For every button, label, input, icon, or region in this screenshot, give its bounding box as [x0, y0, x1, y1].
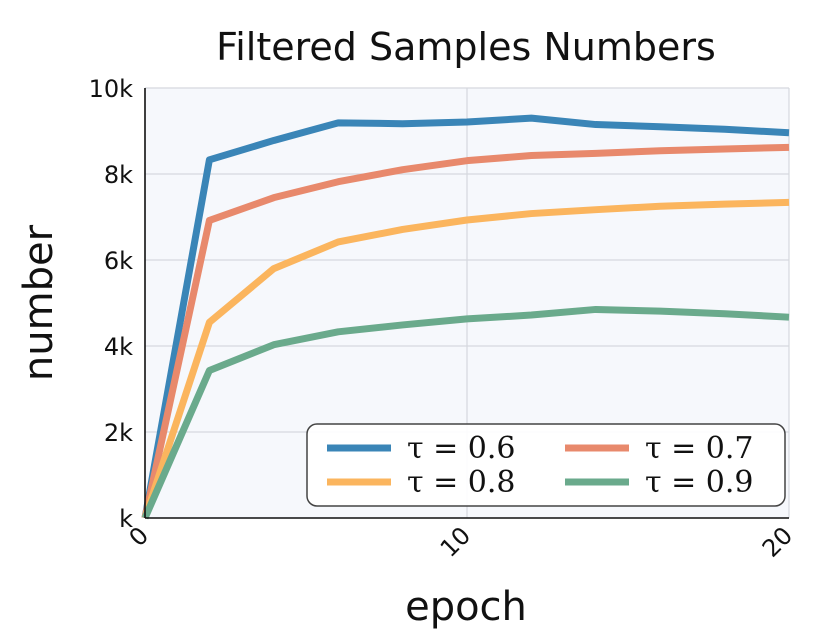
legend-box [306, 423, 786, 507]
y-tick-label: 10k [89, 75, 134, 103]
y-axis-label: number [16, 224, 62, 381]
legend-label-3: τ = 0.8 [407, 465, 516, 500]
series-lines [141, 114, 790, 520]
legend-label-1: τ = 0.6 [407, 431, 516, 466]
series-line-1 [141, 114, 790, 519]
legend-label-2: τ = 0.7 [645, 431, 754, 466]
y-tick-label: 6k [104, 247, 133, 275]
y-tick-label: k [119, 505, 133, 533]
legend-label-4: τ = 0.9 [645, 465, 754, 500]
series-line-4 [141, 305, 790, 520]
chart-title: Filtered Samples Numbers [216, 25, 716, 69]
y-tick-label: 2k [104, 419, 133, 447]
legend: τ = 0.6 τ = 0.7 τ = 0.8 τ = 0.9 [306, 423, 786, 507]
x-tick-label: 20 [757, 521, 798, 562]
axes [144, 88, 789, 519]
series-line-3 [141, 198, 790, 520]
y-tick-label: 8k [104, 161, 133, 189]
y-tick-label: 4k [104, 333, 133, 361]
series-line-2 [141, 143, 790, 519]
x-axis-label: epoch [405, 584, 527, 630]
x-tick-label: 10 [435, 521, 476, 562]
